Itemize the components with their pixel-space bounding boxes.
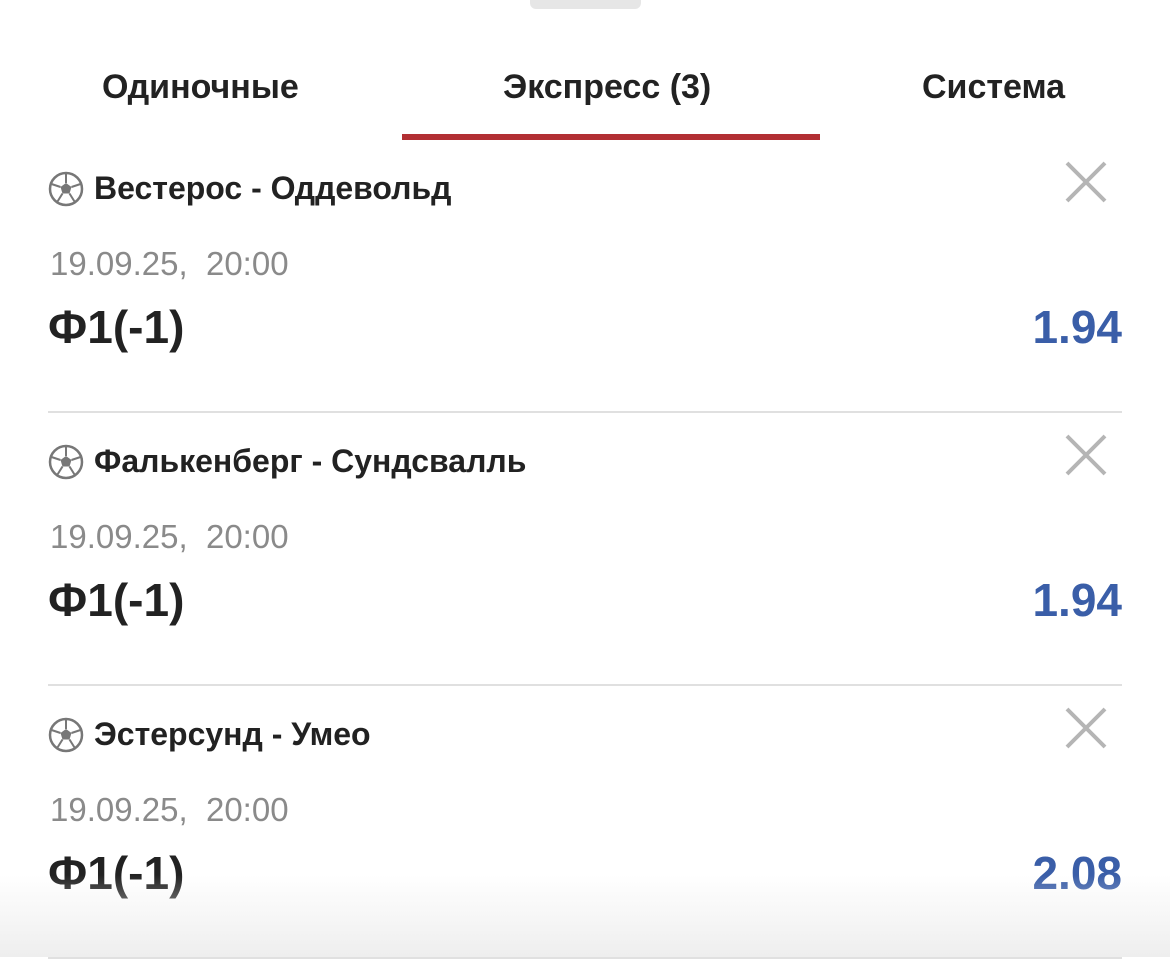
soccer-ball-icon bbox=[48, 444, 84, 479]
divider bbox=[48, 684, 1122, 686]
bet-odds: 1.94 bbox=[1032, 574, 1122, 626]
match-datetime: 19.09.25, 20:00 bbox=[50, 245, 289, 282]
bet-market: Ф1(-1) bbox=[48, 574, 185, 626]
match-name: Эстерсунд - Умео bbox=[94, 716, 371, 752]
bet-item: Фалькенберг - Сундсвалль 19.09.25, 20:00… bbox=[48, 413, 1122, 686]
soccer-ball-icon bbox=[48, 717, 84, 752]
divider bbox=[48, 957, 1122, 959]
match-datetime: 19.09.25, 20:00 bbox=[50, 791, 289, 828]
active-tab-indicator bbox=[402, 134, 820, 140]
drag-handle[interactable] bbox=[530, 0, 641, 9]
divider bbox=[48, 411, 1122, 413]
soccer-ball-icon bbox=[48, 171, 84, 206]
tab-express[interactable]: Экспресс (3) bbox=[503, 68, 712, 106]
match-datetime: 19.09.25, 20:00 bbox=[50, 518, 289, 555]
bet-market: Ф1(-1) bbox=[48, 301, 185, 353]
close-icon[interactable] bbox=[1064, 433, 1108, 477]
bet-market: Ф1(-1) bbox=[48, 847, 185, 899]
match-name: Фалькенберг - Сундсвалль bbox=[94, 443, 527, 479]
close-icon[interactable] bbox=[1064, 160, 1108, 204]
tab-singles[interactable]: Одиночные bbox=[102, 68, 299, 106]
close-icon[interactable] bbox=[1064, 706, 1108, 750]
match-name: Вестерос - Оддевольд bbox=[94, 170, 452, 206]
bet-odds: 2.08 bbox=[1032, 847, 1122, 899]
tab-system[interactable]: Система bbox=[922, 68, 1066, 106]
bet-item: Вестерос - Оддевольд 19.09.25, 20:00 Ф1(… bbox=[48, 140, 1122, 413]
bet-item: Эстерсунд - Умео 19.09.25, 20:00 Ф1(-1) … bbox=[48, 686, 1122, 959]
bet-odds: 1.94 bbox=[1032, 301, 1122, 353]
